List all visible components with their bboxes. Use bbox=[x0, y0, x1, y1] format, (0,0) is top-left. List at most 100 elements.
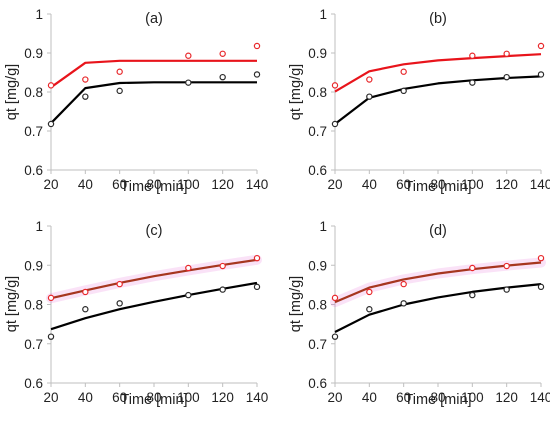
x-tick-label: 40 bbox=[78, 390, 93, 405]
x-tick-label: 20 bbox=[327, 390, 342, 405]
x-axis-title: Time [min] bbox=[404, 179, 471, 195]
y-tick-label: 0.6 bbox=[308, 163, 327, 178]
x-tick-label: 80 bbox=[430, 177, 445, 192]
data-point bbox=[469, 79, 476, 86]
panel-label: (c) bbox=[146, 223, 163, 239]
x-tick-label: 40 bbox=[362, 177, 377, 192]
data-point bbox=[219, 50, 226, 57]
x-tick-label: 60 bbox=[396, 177, 411, 192]
panel-label: (a) bbox=[145, 11, 163, 27]
y-axis-title: qt [mg/g] bbox=[288, 276, 304, 332]
y-tick-label: 1 bbox=[35, 219, 43, 234]
data-point bbox=[219, 262, 226, 270]
x-tick-label: 60 bbox=[112, 390, 127, 405]
x-tick-label: 40 bbox=[78, 177, 93, 192]
data-point bbox=[503, 262, 510, 270]
data-point bbox=[469, 291, 476, 299]
x-tick-label: 60 bbox=[112, 177, 127, 192]
data-point bbox=[331, 120, 339, 128]
y-tick-label: 0.8 bbox=[24, 298, 43, 313]
y-tick-label: 0.8 bbox=[308, 298, 327, 313]
x-tick-label: 80 bbox=[146, 177, 161, 192]
data-point bbox=[116, 300, 123, 307]
x-axis-title: Time [min] bbox=[404, 392, 471, 408]
data-point bbox=[537, 42, 545, 50]
x-tick-label: 140 bbox=[246, 390, 269, 405]
data-point bbox=[253, 71, 261, 78]
confidence-band bbox=[46, 254, 262, 304]
data-point bbox=[253, 42, 261, 50]
data-point bbox=[503, 73, 510, 81]
x-tick-label: 140 bbox=[246, 177, 269, 192]
x-tick-label: 80 bbox=[430, 390, 445, 405]
y-tick-label: 1 bbox=[319, 219, 327, 234]
x-axis-title: Time [min] bbox=[120, 392, 187, 408]
x-tick-label: 100 bbox=[177, 177, 200, 192]
y-tick-label: 1 bbox=[35, 7, 43, 22]
panel-label: (d) bbox=[429, 223, 447, 239]
data-point bbox=[185, 264, 192, 272]
panel-label: (b) bbox=[429, 11, 447, 27]
data-point bbox=[469, 52, 476, 59]
x-tick-label: 120 bbox=[495, 177, 518, 192]
data-point bbox=[82, 93, 89, 100]
y-tick-label: 0.6 bbox=[24, 163, 43, 178]
data-point bbox=[47, 120, 55, 128]
y-tick-label: 0.7 bbox=[308, 337, 327, 352]
y-tick-label: 0.7 bbox=[24, 124, 43, 139]
y-tick-label: 0.7 bbox=[308, 124, 327, 139]
data-point bbox=[253, 254, 261, 262]
data-point bbox=[537, 254, 545, 262]
data-point bbox=[400, 300, 407, 307]
x-tick-label: 20 bbox=[43, 390, 58, 405]
data-point bbox=[82, 306, 89, 313]
y-tick-label: 1 bbox=[319, 7, 327, 22]
data-point bbox=[116, 87, 123, 95]
fit-curve bbox=[334, 53, 542, 93]
data-point bbox=[185, 291, 192, 299]
x-tick-label: 40 bbox=[362, 390, 377, 405]
y-axis-title: qt [mg/g] bbox=[4, 64, 20, 120]
x-tick-label: 20 bbox=[43, 177, 58, 192]
data-point bbox=[537, 71, 545, 78]
x-tick-label: 120 bbox=[211, 390, 234, 405]
data-point bbox=[537, 283, 545, 291]
fit-curve bbox=[50, 59, 257, 89]
confidence-band bbox=[330, 257, 546, 308]
data-point bbox=[185, 52, 192, 59]
x-tick-label: 100 bbox=[461, 177, 484, 192]
y-tick-label: 0.9 bbox=[24, 46, 43, 61]
x-tick-label: 100 bbox=[177, 390, 200, 405]
fit-curve bbox=[334, 75, 542, 125]
data-point bbox=[185, 79, 192, 86]
data-point bbox=[82, 76, 89, 83]
y-tick-label: 0.6 bbox=[308, 376, 327, 391]
y-tick-label: 0.8 bbox=[24, 85, 43, 100]
fit-curve bbox=[50, 81, 257, 124]
data-point bbox=[116, 68, 123, 75]
x-tick-label: 100 bbox=[461, 390, 484, 405]
data-point bbox=[503, 50, 510, 57]
data-point bbox=[366, 93, 373, 100]
data-point bbox=[219, 286, 226, 293]
data-point bbox=[47, 333, 55, 340]
x-tick-label: 140 bbox=[530, 177, 550, 192]
x-tick-label: 140 bbox=[530, 390, 550, 405]
data-point bbox=[219, 73, 226, 81]
data-point bbox=[253, 283, 261, 291]
x-tick-label: 20 bbox=[327, 177, 342, 192]
data-point bbox=[116, 280, 123, 288]
data-point bbox=[400, 280, 407, 288]
y-axis-title: qt [mg/g] bbox=[288, 64, 304, 120]
y-tick-label: 0.6 bbox=[24, 376, 43, 391]
data-point bbox=[503, 286, 510, 293]
y-tick-label: 0.7 bbox=[24, 337, 43, 352]
data-point bbox=[366, 306, 373, 313]
data-point bbox=[400, 68, 407, 75]
x-tick-label: 120 bbox=[211, 177, 234, 192]
data-point bbox=[331, 333, 339, 340]
